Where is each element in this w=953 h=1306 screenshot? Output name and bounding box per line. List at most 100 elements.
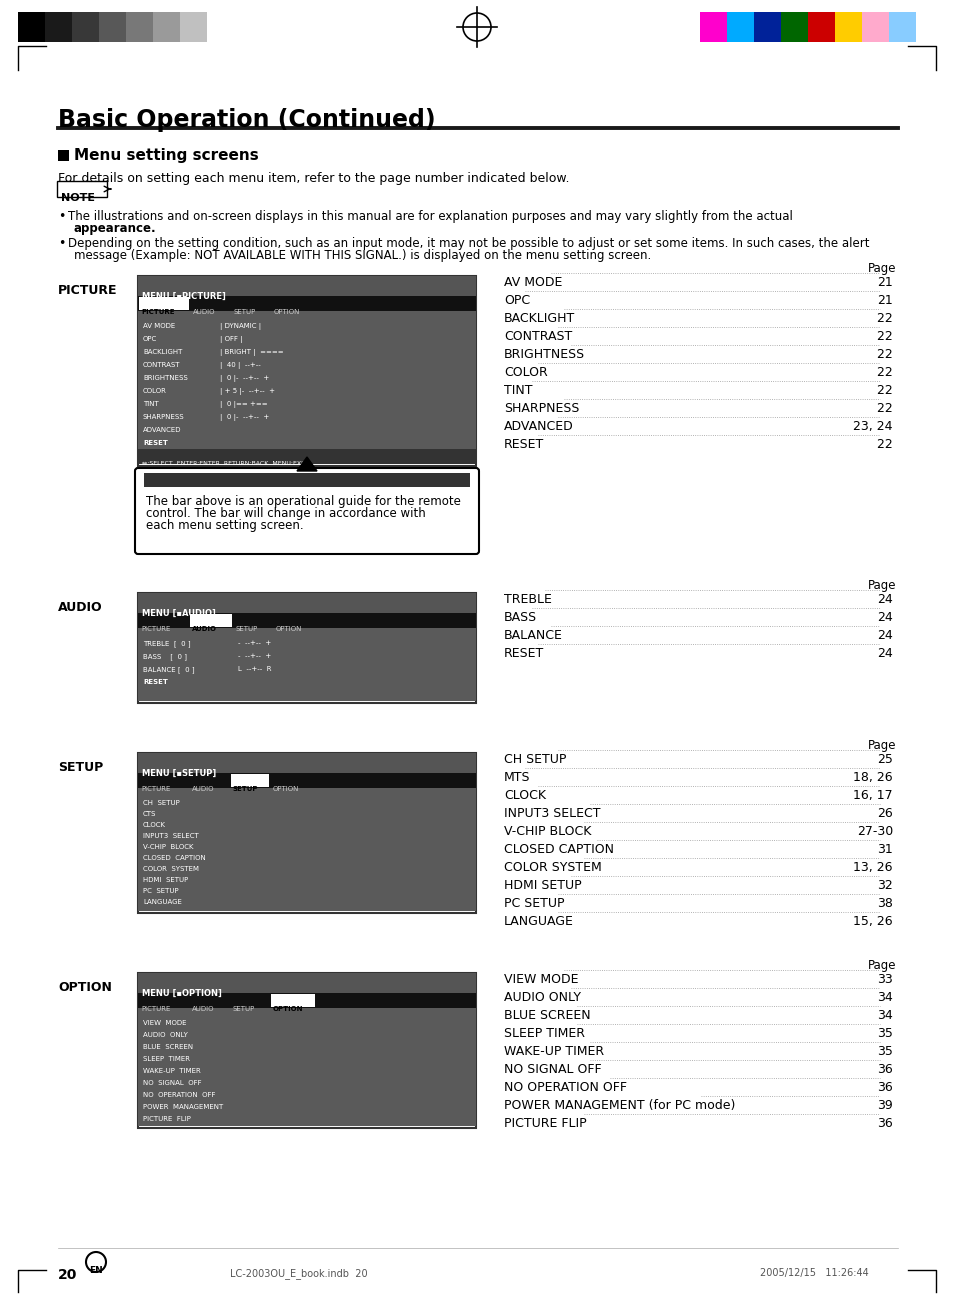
Text: CLOSED  CAPTION: CLOSED CAPTION (143, 855, 206, 861)
Text: 22: 22 (872, 347, 892, 360)
Text: INPUT3  SELECT: INPUT3 SELECT (143, 833, 198, 838)
Text: |  40 |  --+--: | 40 | --+-- (220, 362, 260, 370)
Text: -  --+--  +: - --+-- + (237, 653, 271, 660)
Text: AUDIO: AUDIO (192, 626, 216, 632)
Bar (18, 12, 45, 42)
Text: LANGUAGE: LANGUAGE (143, 899, 182, 905)
Text: Basic Operation (Continued): Basic Operation (Continued) (58, 108, 436, 132)
Text: VIEW  MODE: VIEW MODE (143, 1020, 186, 1027)
Text: 22: 22 (872, 312, 892, 325)
Text: message (Example: NOT AVAILABLE WITH THIS SIGNAL.) is displayed on the menu sett: message (Example: NOT AVAILABLE WITH THI… (74, 249, 651, 263)
Text: 36: 36 (877, 1117, 892, 1130)
Bar (138, 628, 476, 701)
Text: COLOR: COLOR (143, 388, 167, 394)
Text: OPTION: OPTION (275, 626, 302, 632)
Text: 23, 24: 23, 24 (848, 421, 892, 434)
Bar (271, 994, 314, 1007)
Text: |  0 |-  --+--  +: | 0 |- --+-- + (220, 375, 269, 381)
Bar (71, 12, 99, 42)
Text: BASS: BASS (503, 611, 537, 624)
Text: Page: Page (866, 739, 895, 752)
Text: 36: 36 (877, 1081, 892, 1094)
Text: 16, 17: 16, 17 (853, 789, 892, 802)
Text: 22: 22 (872, 402, 892, 415)
Bar (207, 12, 233, 42)
Text: | OFF |: | OFF | (220, 336, 242, 343)
Text: NO OPERATION OFF: NO OPERATION OFF (503, 1081, 626, 1094)
Text: | DYNAMIC |: | DYNAMIC | (220, 323, 261, 330)
Text: 33: 33 (877, 973, 892, 986)
Bar (58, 150, 69, 161)
Text: CH  SETUP: CH SETUP (143, 801, 179, 806)
Text: MTS: MTS (503, 771, 530, 784)
Bar (862, 12, 888, 42)
Text: CLOCK: CLOCK (503, 789, 545, 802)
Text: |  0 |-  --+--  +: | 0 |- --+-- + (220, 414, 269, 421)
Text: AUDIO: AUDIO (193, 310, 215, 315)
Bar (99, 12, 126, 42)
Text: 2005/12/15   11:26:44: 2005/12/15 11:26:44 (760, 1268, 868, 1279)
Text: ADVANCED: ADVANCED (503, 421, 573, 434)
Text: 25: 25 (876, 754, 892, 767)
Text: NO SIGNAL OFF: NO SIGNAL OFF (503, 1063, 601, 1076)
Text: PICTURE: PICTURE (58, 283, 117, 296)
Text: AV MODE: AV MODE (503, 276, 561, 289)
Text: Depending on the setting condition, such as an input mode, it may not be possibl: Depending on the setting condition, such… (68, 236, 868, 249)
Text: each menu setting screen.: each menu setting screen. (146, 518, 303, 532)
Text: | BRIGHT |  ====: | BRIGHT | ==== (220, 349, 283, 357)
Text: Page: Page (866, 263, 895, 276)
Text: PC  SETUP: PC SETUP (143, 888, 178, 895)
Text: BACKLIGHT: BACKLIGHT (143, 349, 182, 355)
Text: Menu setting screens: Menu setting screens (74, 148, 258, 163)
Text: PICTURE  FLIP: PICTURE FLIP (143, 1117, 191, 1122)
Text: 35: 35 (876, 1045, 892, 1058)
Bar (138, 754, 476, 773)
Text: 13, 26: 13, 26 (853, 861, 892, 874)
Text: INPUT3 SELECT: INPUT3 SELECT (503, 807, 599, 820)
Text: The bar above is an operational guide for the remote: The bar above is an operational guide fo… (146, 495, 460, 508)
Text: ⇔:SELECT  ENTER:ENTER  RETURN:BACK  MENU:EXIT: ⇔:SELECT ENTER:ENTER RETURN:BACK MENU:EX… (148, 485, 348, 492)
Text: | + 5 |-  --+--  +: | + 5 |- --+-- + (220, 388, 274, 394)
Text: 24: 24 (877, 629, 892, 643)
Text: BALANCE [  0 ]: BALANCE [ 0 ] (143, 666, 194, 673)
Text: COLOR: COLOR (503, 366, 547, 379)
Bar (138, 276, 476, 466)
Text: Page: Page (866, 959, 895, 972)
Text: OPC: OPC (503, 294, 530, 307)
Text: 22: 22 (872, 366, 892, 379)
Text: MENU [▪PICTURE]: MENU [▪PICTURE] (142, 293, 226, 300)
Text: HDMI SETUP: HDMI SETUP (503, 879, 581, 892)
Text: LC-2003OU_E_book.indb  20: LC-2003OU_E_book.indb 20 (230, 1268, 367, 1279)
Text: 20: 20 (58, 1268, 77, 1282)
Bar (138, 449, 476, 464)
Bar (138, 276, 476, 296)
Text: 21: 21 (877, 294, 892, 307)
Text: RESET: RESET (143, 440, 168, 447)
Text: TINT: TINT (503, 384, 532, 397)
Text: AV MODE: AV MODE (143, 323, 175, 329)
Text: 26: 26 (877, 807, 892, 820)
Text: BLUE  SCREEN: BLUE SCREEN (143, 1043, 193, 1050)
Text: 36: 36 (877, 1063, 892, 1076)
Text: BALANCE: BALANCE (503, 629, 562, 643)
Text: RESET: RESET (503, 438, 543, 451)
Text: SLEEP  TIMER: SLEEP TIMER (143, 1057, 190, 1062)
Bar (138, 593, 476, 703)
Text: 24: 24 (877, 646, 892, 660)
Text: NO  SIGNAL  OFF: NO SIGNAL OFF (143, 1080, 201, 1087)
Text: MENU [▪AUDIO]: MENU [▪AUDIO] (142, 609, 215, 618)
Text: -  --+--  +: - --+-- + (237, 640, 271, 646)
Bar (138, 296, 476, 311)
Text: OPTION: OPTION (273, 1006, 303, 1012)
Bar (231, 774, 269, 788)
Text: CONTRAST: CONTRAST (143, 362, 180, 368)
Text: NO  OPERATION  OFF: NO OPERATION OFF (143, 1092, 215, 1098)
Bar (138, 773, 476, 788)
Text: CH SETUP: CH SETUP (503, 754, 566, 767)
Bar (138, 754, 476, 913)
Text: •: • (58, 210, 66, 223)
Text: SLEEP TIMER: SLEEP TIMER (503, 1027, 584, 1040)
Text: BRIGHTNESS: BRIGHTNESS (503, 347, 584, 360)
Text: Page: Page (866, 579, 895, 592)
Text: 22: 22 (872, 330, 892, 343)
